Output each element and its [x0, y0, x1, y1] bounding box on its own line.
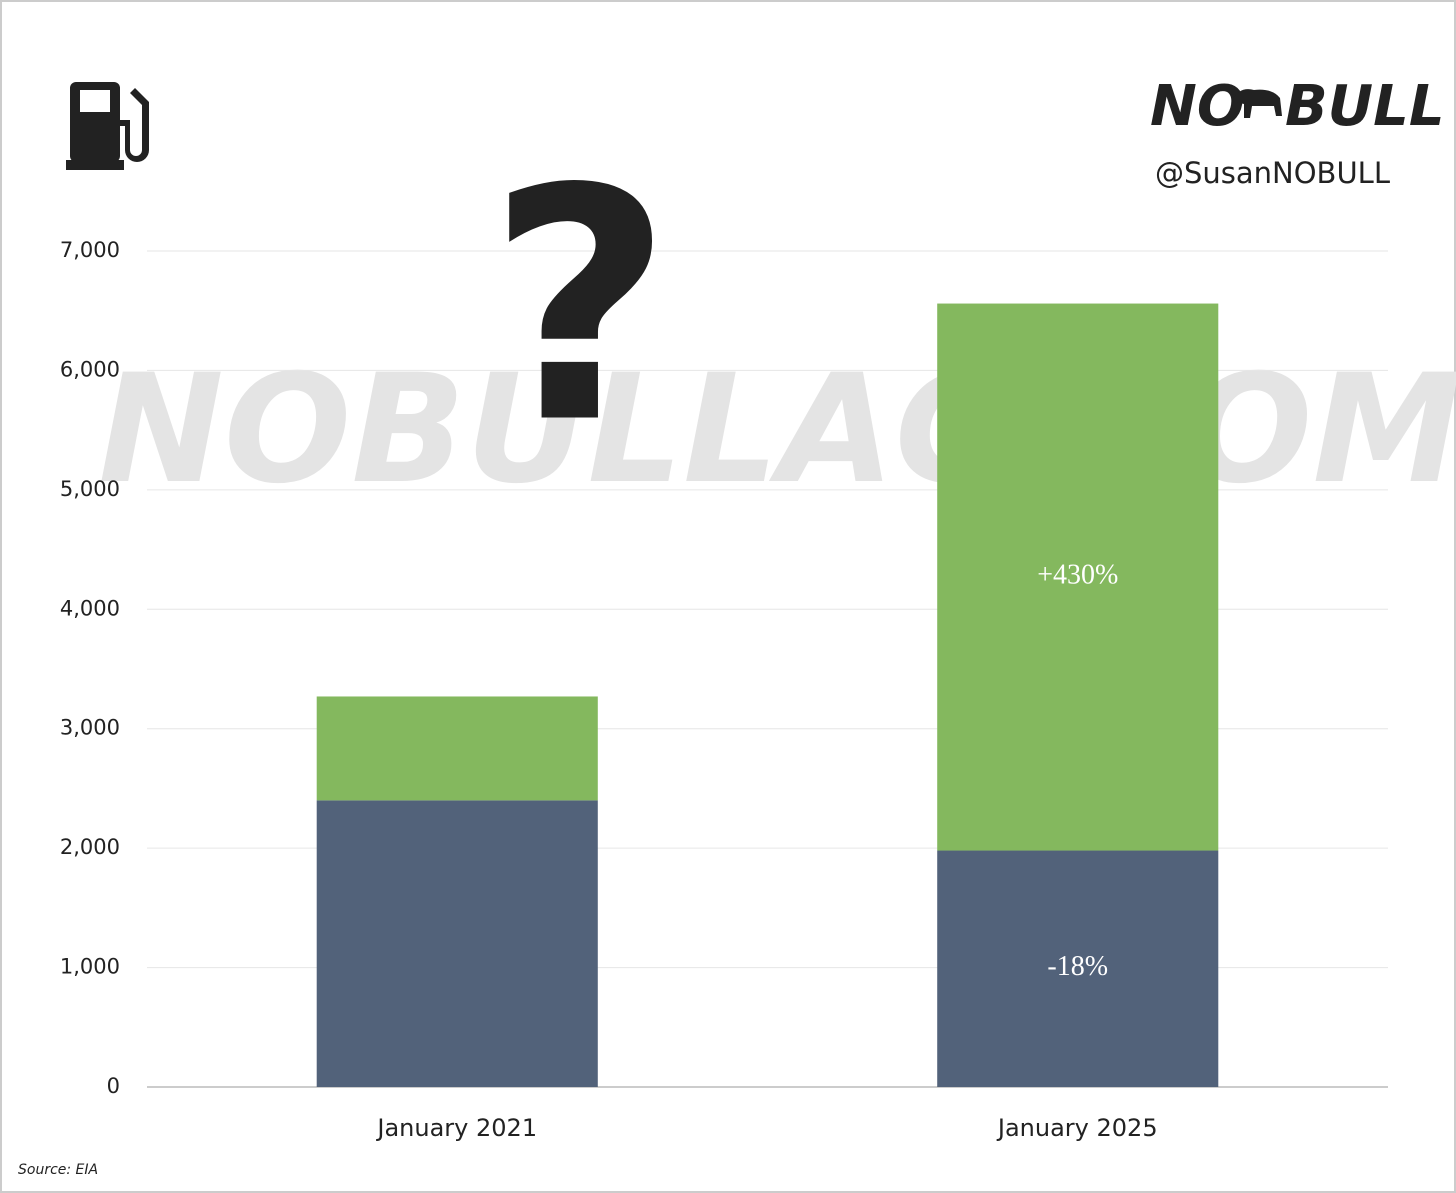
y-tick-label: 5,000 [60, 477, 120, 501]
y-tick-label: 2,000 [60, 835, 120, 859]
fuel-pump-icon [66, 82, 149, 170]
y-tick-label: 1,000 [60, 955, 120, 979]
x-tick-label: January 2021 [375, 1114, 537, 1142]
bar-segment [937, 303, 1219, 851]
y-tick-label: 0 [107, 1074, 120, 1098]
bar-segment [316, 696, 598, 801]
source: Source: EIA [18, 1162, 98, 1178]
y-tick-label: 6,000 [60, 357, 120, 381]
segment-annotation: +430% [1037, 559, 1118, 590]
y-tick-label: 7,000 [60, 238, 120, 262]
logo-right: BULL [1285, 74, 1445, 139]
y-tick-label: 4,000 [60, 596, 120, 620]
handle: @SusanNOBULL [1155, 156, 1390, 190]
watermark: NOBULLAG.COM [98, 343, 1456, 517]
segment-annotation: -18% [1047, 951, 1108, 982]
bar-segment [316, 800, 598, 1087]
x-tick-label: January 2025 [996, 1114, 1158, 1142]
y-tick-label: 3,000 [60, 716, 120, 740]
logo-bull [1232, 89, 1282, 118]
logo-left: NO [1150, 74, 1244, 139]
question-mark: ? [487, 122, 673, 494]
bar-segment [937, 850, 1219, 1087]
